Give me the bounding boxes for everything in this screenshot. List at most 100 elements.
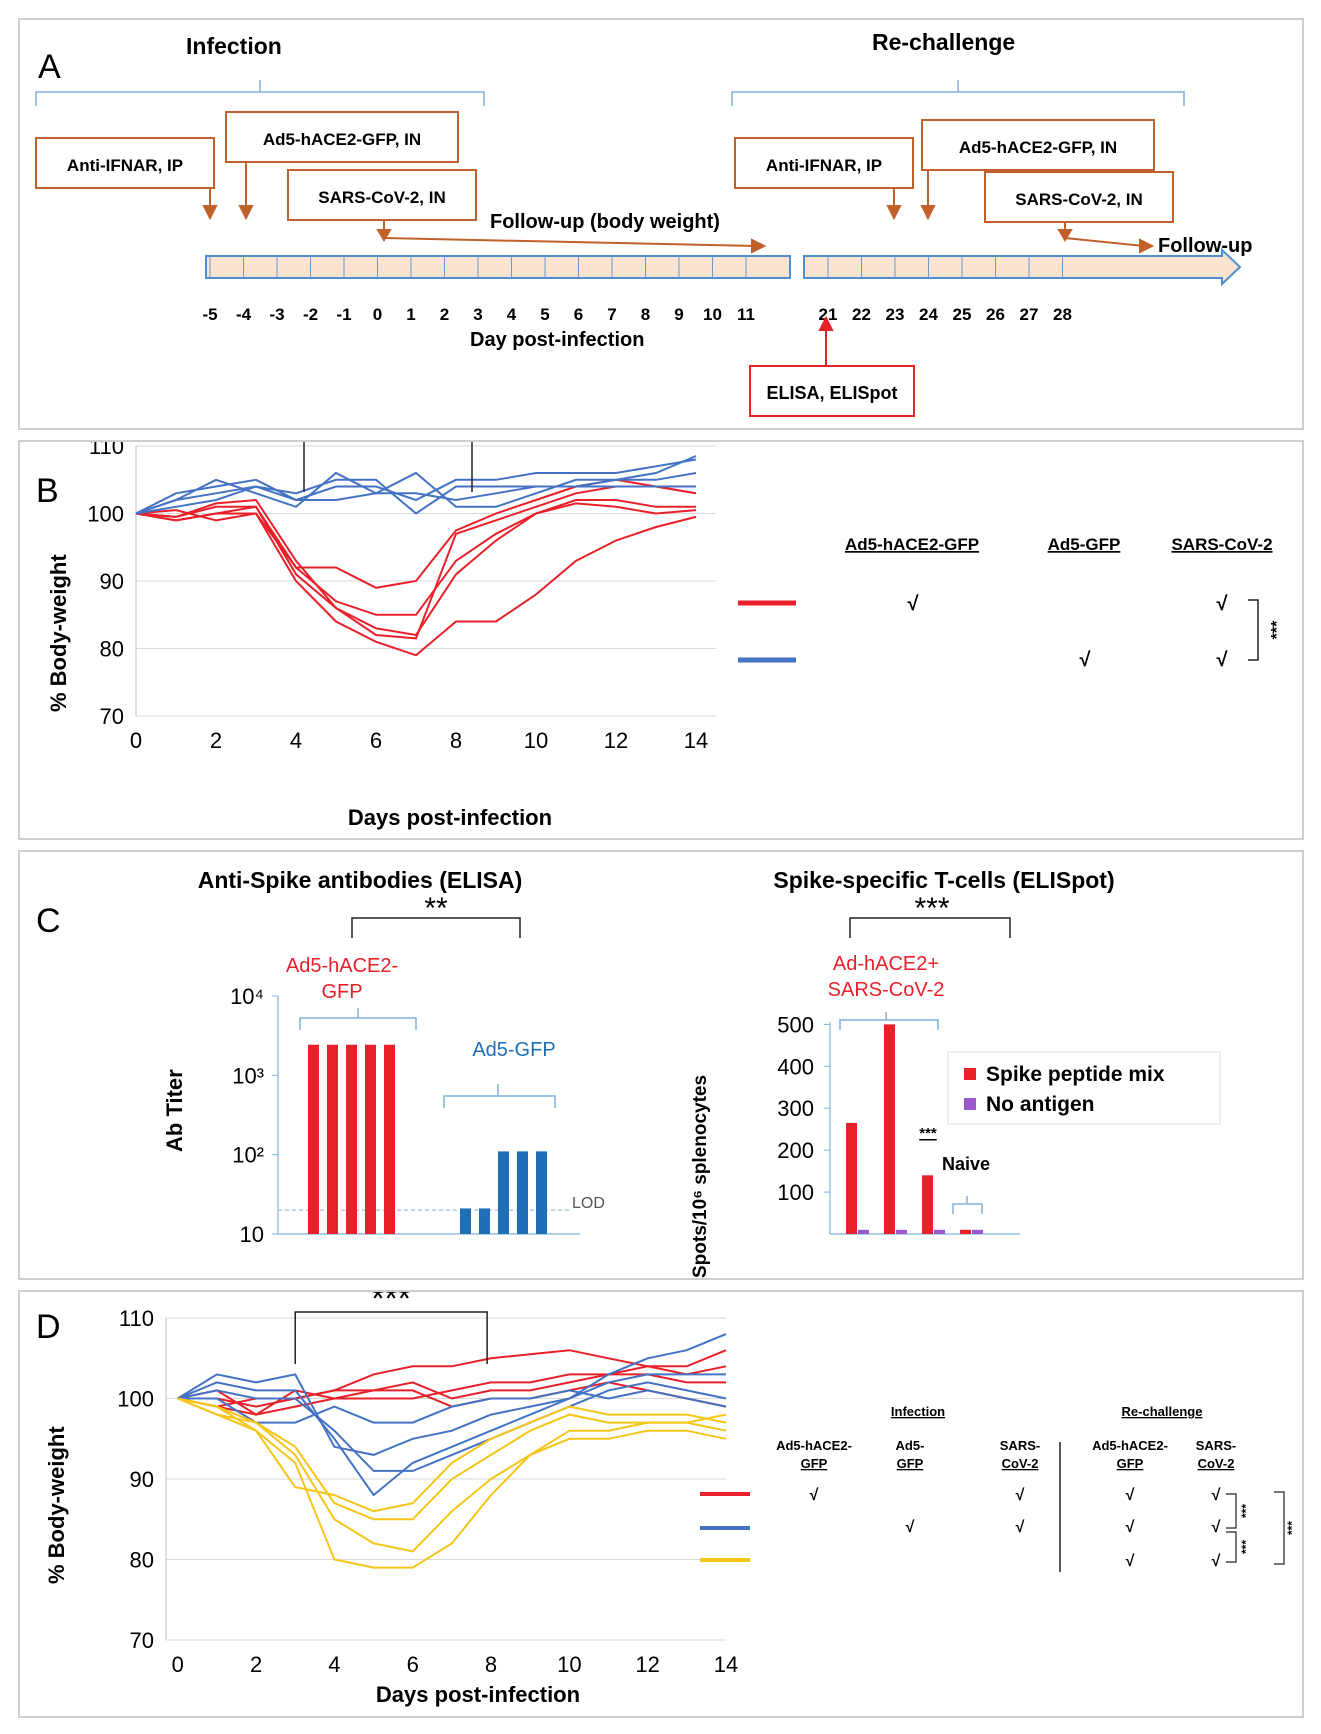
day-label: -1 — [336, 305, 351, 324]
check-mark: √ — [1016, 1519, 1025, 1536]
elispot-axes: 100 200 300 400 500 — [777, 1012, 1020, 1235]
purple-bar — [896, 1229, 907, 1234]
red-series-line — [135, 485, 697, 640]
day-label: 25 — [953, 305, 972, 324]
red-bar — [365, 1044, 376, 1234]
elisa-box: ELISA, ELISpot — [749, 365, 915, 417]
check-mark: √ — [1212, 1519, 1221, 1536]
legend-table: Infection Re-challenge Ad5-hACE2-GFPAd5-… — [700, 1404, 1299, 1572]
red-bar — [384, 1044, 395, 1234]
y-tick-label: 400 — [777, 1054, 814, 1079]
timeline-day-labels: -5 -4 -3 -2 -1 0 1 2 3 4 5 6 7 8 9 10 11 21 22 23 24 25 26 27 28 — [202, 305, 1072, 324]
svg-text:Anti-IFNAR, IP: Anti-IFNAR, IP — [67, 156, 183, 175]
legend-header-sars: SARS-CoV-2 — [1171, 535, 1272, 554]
day-label: 26 — [986, 305, 1005, 324]
day-label: 10 — [703, 305, 722, 324]
day-label: 27 — [1020, 305, 1039, 324]
axes: 70 80 90 100 110 0 2 4 6 8 10 12 14 — [87, 434, 708, 753]
blue-series-line — [135, 455, 697, 515]
weight-lines — [135, 455, 697, 657]
sig-text: *** — [371, 1292, 411, 1318]
y-tick-label: 10 — [240, 1222, 264, 1247]
column-header: Ad5-hACE2- — [776, 1438, 852, 1453]
day-label: 8 — [641, 305, 650, 324]
day-label: 5 — [540, 305, 549, 324]
panel-c-charts: C Anti-Spike antibodies (ELISA) ** Ad5-h… — [36, 867, 1221, 1278]
naive-bracket — [952, 1196, 983, 1214]
legend-swatch-no-antigen — [964, 1098, 976, 1110]
elispot-group-bracket — [839, 1012, 939, 1030]
column-header: CoV-2 — [1002, 1456, 1039, 1471]
sig-bracket-red-blue — [1226, 1493, 1237, 1529]
day-label: 11 — [737, 305, 755, 324]
timeline-ticks — [209, 256, 1063, 278]
panel-a-timeline: A Infection Re-challenge Anti-IFNAR, IP … — [35, 29, 1252, 417]
x-tick-label: 2 — [250, 1652, 262, 1677]
elisa-arrow — [818, 315, 834, 366]
y-axis-label: % Body-weight — [46, 554, 71, 712]
purple-bar — [972, 1229, 983, 1234]
day-label: 24 — [919, 305, 938, 324]
red-series-line — [135, 499, 696, 637]
x-tick-label: 6 — [407, 1652, 419, 1677]
day-label: -2 — [303, 305, 318, 324]
purple-bar — [934, 1229, 945, 1234]
column-header: Ad5-hACE2- — [1092, 1438, 1168, 1453]
yellow-series-line — [177, 1397, 727, 1553]
red-bar — [884, 1024, 895, 1234]
x-tick-label: 4 — [328, 1652, 340, 1677]
panel-c: C Anti-Spike antibodies (ELISA) ** Ad5-h… — [18, 850, 1304, 1280]
blue-bar — [498, 1151, 509, 1234]
panel-d-letter: D — [36, 1308, 61, 1346]
yellow-series-line — [177, 1397, 727, 1521]
y-tick-label: 90 — [130, 1467, 154, 1492]
yellow-series-line — [177, 1397, 727, 1569]
y-tick-label: 90 — [100, 569, 124, 594]
svg-text:Ad5-hACE2-GFP, IN: Ad5-hACE2-GFP, IN — [263, 130, 421, 149]
red-series-line — [177, 1373, 726, 1416]
day-label: 0 — [373, 305, 382, 324]
day-label: 2 — [440, 305, 449, 324]
blue-bar — [517, 1151, 528, 1234]
x-tick-label: 12 — [635, 1652, 659, 1677]
column-header: Ad5- — [896, 1438, 925, 1453]
x-axis-label: Days post-infection — [376, 1682, 580, 1707]
x-tick-label: 6 — [370, 728, 382, 753]
section-infection: Infection — [891, 1404, 945, 1419]
legend-sig-bracket — [1248, 599, 1259, 661]
blue-bar — [460, 1208, 471, 1234]
check-mark: √ — [908, 593, 920, 615]
red-series-line — [135, 478, 697, 589]
y-tick-label: 70 — [100, 704, 124, 729]
yellow-series-line — [177, 1397, 727, 1513]
axes: 70 80 90 100 110 0 2 4 6 8 10 12 14 — [117, 1306, 738, 1677]
sars-cov-2-box-2: SARS-CoV-2, IN — [984, 171, 1174, 223]
y-tick-label: 300 — [777, 1096, 814, 1121]
legend-label-no-antigen: No antigen — [986, 1093, 1095, 1116]
purple-bar — [858, 1229, 869, 1234]
check-mark: √ — [1212, 1487, 1221, 1504]
elispot-group: Ad-hACE2+ — [833, 953, 939, 975]
panel-a: A Infection Re-challenge Anti-IFNAR, IP … — [18, 18, 1304, 430]
lod-label: LOD — [572, 1195, 605, 1212]
panel-c-letter: C — [36, 902, 61, 940]
red-bar — [960, 1229, 971, 1234]
x-tick-label: 12 — [604, 728, 628, 753]
follow-up-label: Follow-up (body weight) — [490, 211, 720, 233]
day-label: -4 — [236, 305, 252, 324]
elispot-legend: Spike peptide mix No antigen — [947, 1051, 1221, 1125]
check-mark: √ — [1212, 1553, 1221, 1570]
y-tick-label: 100 — [777, 1180, 814, 1205]
sars-cov-2-box: SARS-CoV-2, IN — [287, 169, 477, 221]
column-header: GFP — [897, 1456, 924, 1471]
check-mark: √ — [810, 1487, 819, 1504]
column-header: CoV-2 — [1198, 1456, 1235, 1471]
blue-series-line — [135, 471, 697, 515]
legend-table: Ad5-hACE2-GFP Ad5-GFP SARS-CoV-2 √ √ √ √… — [738, 535, 1286, 671]
svg-text:ELISA, ELISpot: ELISA, ELISpot — [766, 383, 897, 403]
x-tick-label: 2 — [210, 728, 222, 753]
check-mark: √ — [1126, 1553, 1135, 1570]
x-tick-label: 0 — [172, 1652, 184, 1677]
y-tick-label: 80 — [130, 1548, 154, 1573]
red-series-line — [177, 1381, 727, 1408]
